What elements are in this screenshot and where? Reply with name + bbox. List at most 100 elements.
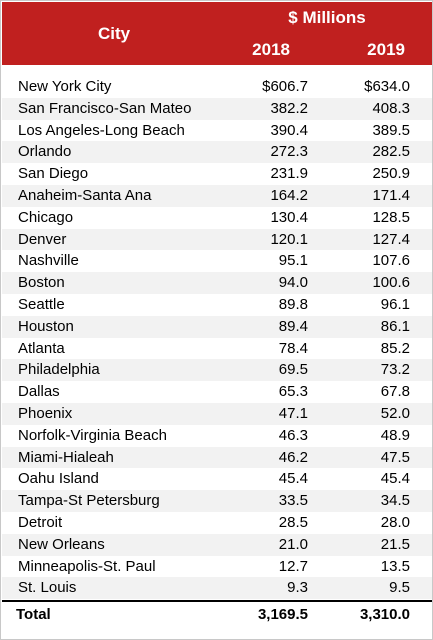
value-2018-cell: 89.4	[278, 317, 308, 335]
table-row: New Orleans 21.0 21.5	[2, 533, 432, 556]
value-2019-cell: 408.3	[372, 99, 410, 117]
value-2019-cell: 47.5	[380, 448, 410, 466]
value-2019-cell: 21.5	[380, 535, 410, 553]
city-cell: Detroit	[18, 513, 63, 531]
value-2019-cell: 282.5	[372, 143, 410, 161]
value-2018-cell: 272.3	[270, 143, 308, 161]
table-row: Orlando 272.3 282.5	[2, 141, 432, 164]
value-2019-cell: 250.9	[372, 165, 410, 183]
value-2019-cell: 171.4	[372, 186, 410, 204]
table-row: Seattle 89.8 96.1	[2, 294, 432, 316]
table-row: Oahu Island 45.4 45.4	[2, 468, 432, 490]
table-row: Boston 94.0 100.6	[2, 272, 432, 294]
city-cell: St. Louis	[18, 579, 77, 597]
city-cell: Orlando	[18, 143, 72, 161]
total-2018: 3,169.5	[257, 606, 308, 623]
value-2018-cell: 78.4	[278, 339, 308, 357]
year-2019-header: 2019	[367, 40, 405, 59]
table-row: Denver 120.1 127.4	[2, 228, 432, 251]
city-cell: Chicago	[18, 208, 74, 226]
table-header: City $ Millions 2018 2019	[2, 2, 432, 65]
table-row: Dallas 65.3 67.8	[2, 381, 432, 403]
table-row: Minneapolis-St. Paul 12.7 13.5	[2, 556, 432, 578]
value-2019-cell: $634.0	[364, 78, 410, 95]
table-row: Philadelphia 69.5 73.2	[2, 359, 432, 382]
value-2018-cell: 46.3	[278, 426, 308, 444]
city-cell: Oahu Island	[18, 470, 99, 488]
value-2018-cell: 21.0	[278, 535, 308, 553]
city-cell: San Diego	[18, 165, 89, 183]
value-2019-cell: 100.6	[372, 274, 410, 292]
city-cell: Dallas	[18, 383, 60, 401]
city-cell: Philadelphia	[18, 361, 100, 379]
value-2018-cell: 95.1	[278, 252, 308, 270]
city-cell: Denver	[18, 230, 67, 248]
value-2018-cell: 65.3	[278, 383, 308, 401]
value-2018-cell: $606.7	[262, 78, 308, 95]
table-row: Los Angeles-Long Beach 390.4 389.5	[2, 120, 432, 142]
value-2019-cell: 127.4	[372, 230, 410, 248]
value-2018-cell: 12.7	[278, 557, 308, 575]
city-cell: Minneapolis-St. Paul	[18, 557, 156, 575]
table-row: Anaheim-Santa Ana 164.2 171.4	[2, 184, 432, 207]
city-cell: Tampa-St Petersburg	[18, 492, 160, 510]
value-2018-cell: 33.5	[278, 492, 308, 510]
total-2019: 3,310.0	[359, 606, 410, 623]
table-row: San Diego 231.9 250.9	[2, 163, 432, 185]
table-row: San Francisco-San Mateo 382.2 408.3	[2, 97, 432, 120]
value-2018-cell: 47.1	[278, 404, 308, 422]
city-cell: Seattle	[18, 295, 65, 313]
year-2018-header: 2018	[252, 40, 290, 59]
table-row: St. Louis 9.3 9.5	[2, 577, 432, 600]
value-2018-cell: 28.5	[278, 513, 308, 531]
city-cell: Atlanta	[18, 339, 65, 357]
city-column-header: City	[97, 24, 131, 43]
value-2018-cell: 46.2	[278, 448, 308, 466]
table-row: Phoenix 47.1 52.0	[2, 402, 432, 425]
value-2018-cell: 89.8	[278, 295, 308, 313]
table-row: Houston 89.4 86.1	[2, 315, 432, 338]
table-row: Chicago 130.4 128.5	[2, 207, 432, 229]
value-2018-cell: 94.0	[278, 274, 308, 292]
value-2019-cell: 28.0	[380, 513, 410, 531]
total-divider	[2, 600, 432, 602]
value-2019-cell: 73.2	[380, 361, 410, 379]
table-row: Miami-Hialeah 46.2 47.5	[2, 446, 432, 469]
value-2019-cell: 52.0	[380, 404, 410, 422]
city-cell: San Francisco-San Mateo	[18, 99, 192, 117]
city-cell: Phoenix	[18, 404, 73, 422]
value-2018-cell: 120.1	[270, 230, 308, 248]
table-row: Norfolk-Virginia Beach 46.3 48.9	[2, 425, 432, 447]
value-2018-cell: 130.4	[270, 208, 308, 226]
value-2018-cell: 45.4	[278, 470, 308, 488]
city-cell: Boston	[18, 274, 65, 292]
value-2019-cell: 48.9	[380, 426, 410, 444]
city-cell: Anaheim-Santa Ana	[18, 186, 152, 204]
value-2018-cell: 9.3	[287, 579, 308, 597]
value-2018-cell: 382.2	[270, 99, 308, 117]
table-row: Nashville 95.1 107.6	[2, 250, 432, 272]
value-2019-cell: 67.8	[380, 383, 410, 401]
value-2019-cell: 86.1	[380, 317, 410, 335]
value-2019-cell: 107.6	[372, 252, 410, 270]
value-2018-cell: 69.5	[278, 361, 308, 379]
value-2019-cell: 13.5	[380, 557, 410, 575]
table-body: New York City $606.7 $634.0 San Francisco-S…	[2, 76, 432, 600]
table-row: Detroit 28.5 28.0	[2, 512, 432, 534]
city-cell: Miami-Hialeah	[18, 448, 114, 466]
total-label: Total	[16, 606, 51, 623]
table-row: New York City $606.7 $634.0	[2, 76, 432, 98]
table-row: Tampa-St Petersburg 33.5 34.5	[2, 490, 432, 512]
value-2019-cell: 34.5	[380, 492, 410, 510]
value-2019-cell: 389.5	[372, 121, 410, 139]
city-cell: New Orleans	[18, 535, 105, 553]
city-cell: Nashville	[18, 252, 79, 270]
unit-header: $ Millions	[288, 8, 366, 27]
city-cell: Los Angeles-Long Beach	[18, 121, 185, 139]
city-cell: New York City	[18, 78, 112, 95]
value-2019-cell: 96.1	[380, 295, 410, 313]
value-2019-cell: 9.5	[389, 579, 410, 597]
value-2019-cell: 45.4	[380, 470, 410, 488]
table-row: Atlanta 78.4 85.2	[2, 338, 432, 360]
